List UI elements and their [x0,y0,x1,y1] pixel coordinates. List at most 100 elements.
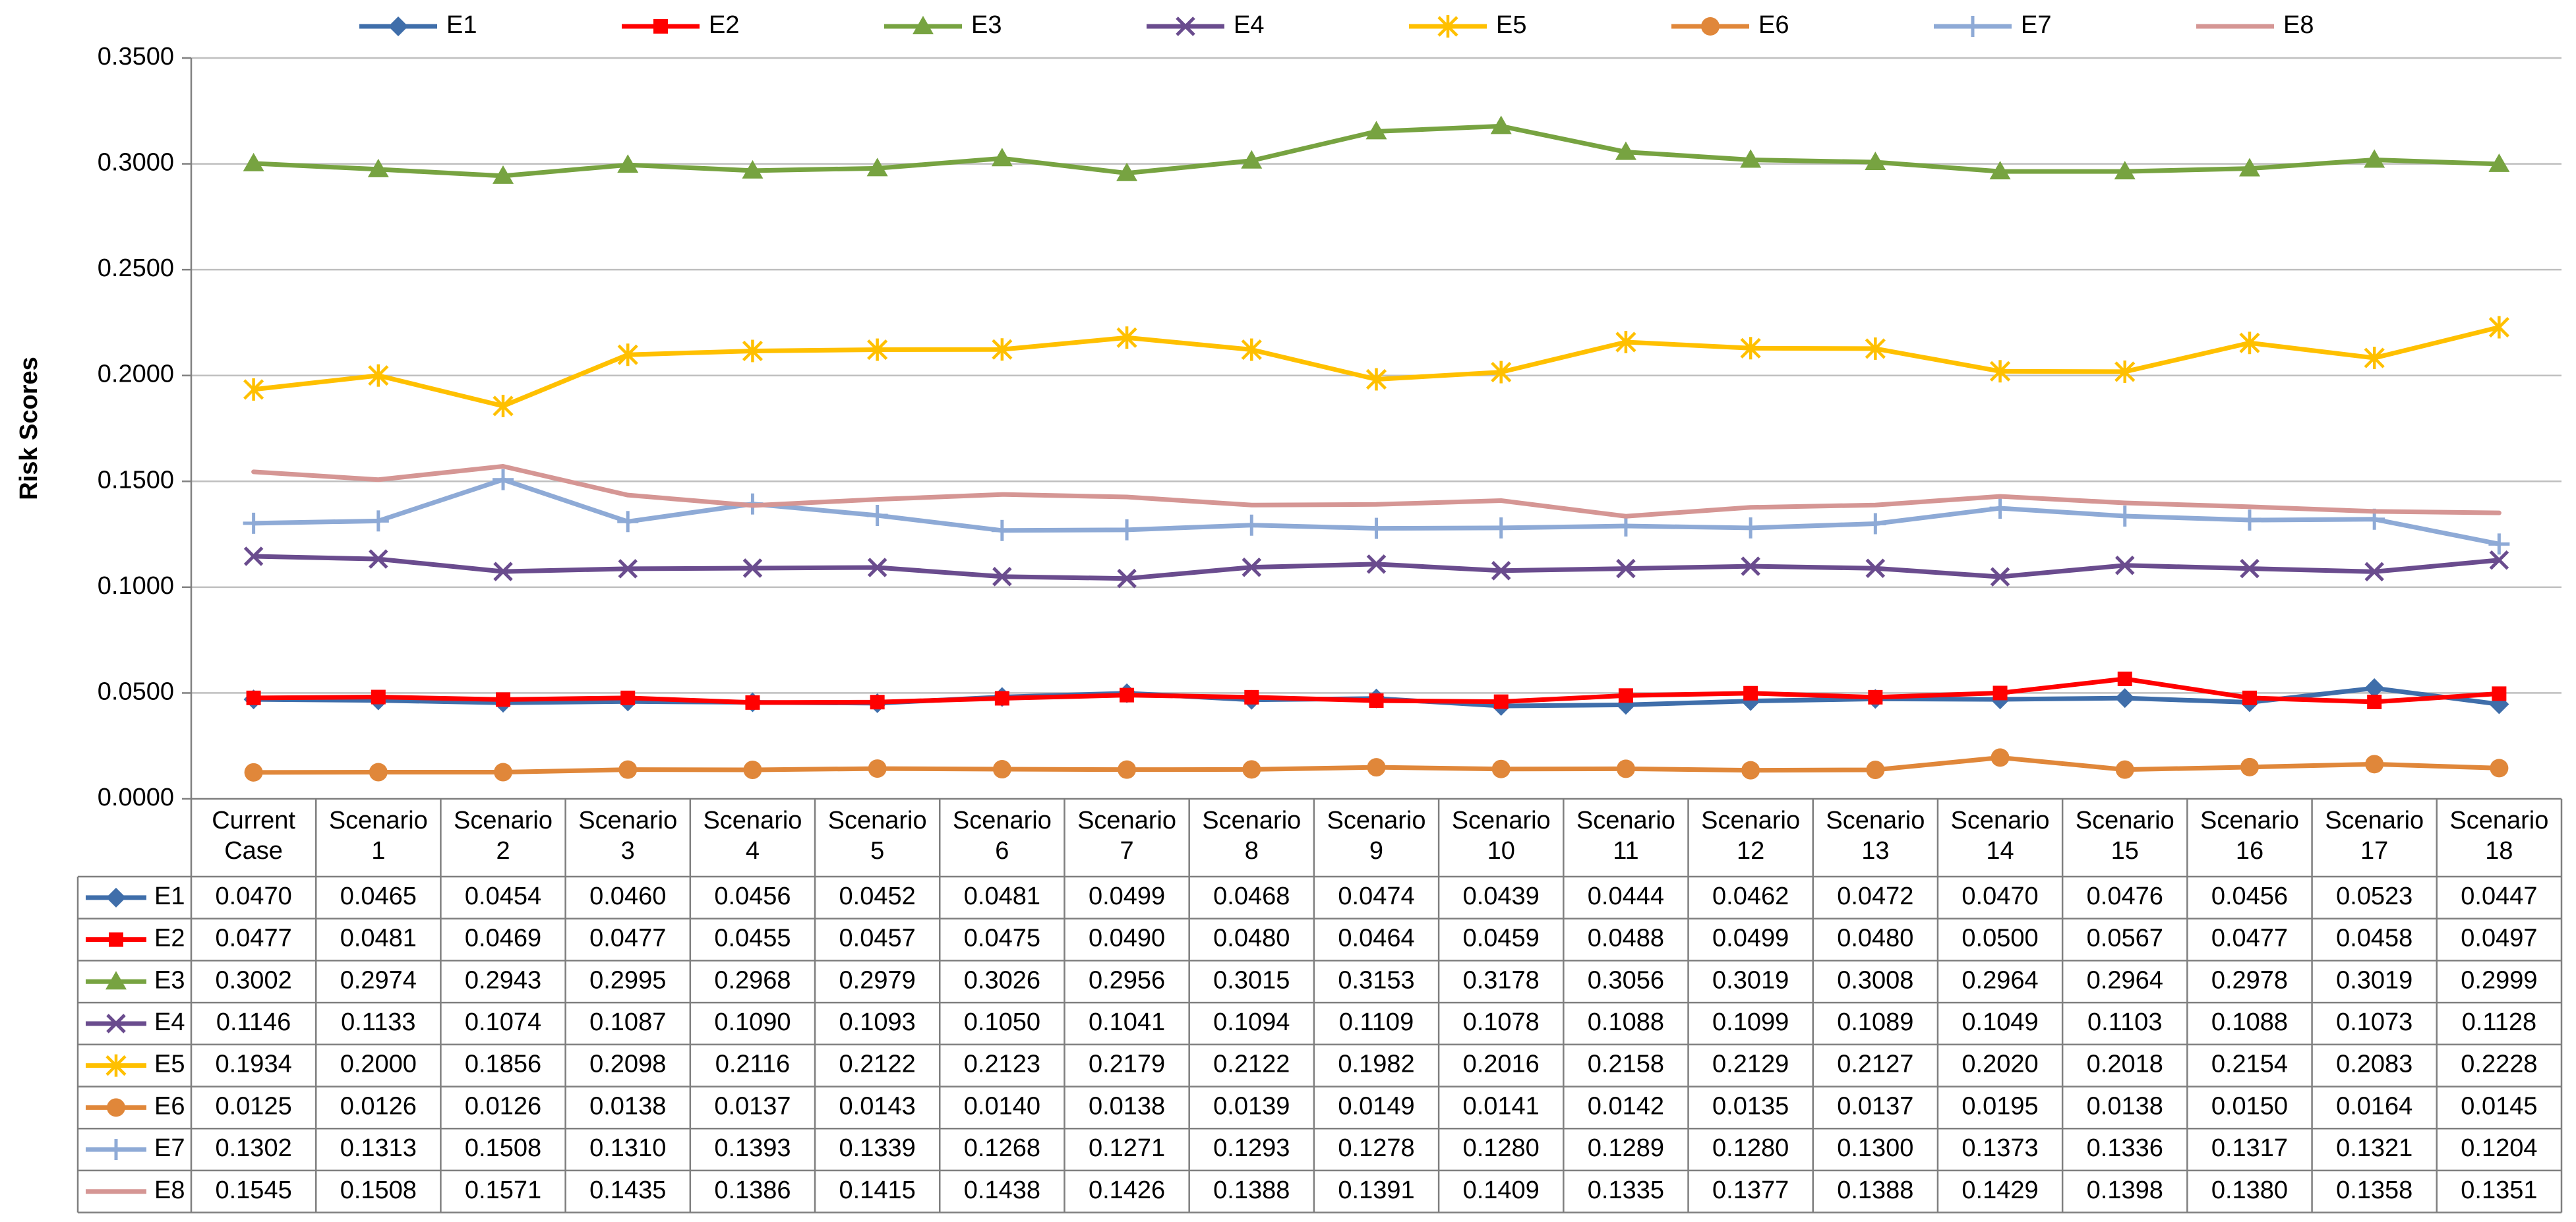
y-tick-label: 0.0000 [98,784,174,811]
data-point-e7 [866,504,888,526]
data-point-e3 [1116,162,1138,181]
table-cell-value: 0.0457 [839,925,916,952]
category-label-line2: Case [224,837,283,865]
data-point-e7 [367,510,389,532]
table-row-e7: E7 0.1302 0.1313 0.1508 0.1310 0.1393 0.1339 0.… [86,1134,2538,1162]
data-point-e2 [1618,688,1633,703]
table-cell-value: 0.1280 [1463,1134,1540,1162]
data-point-e7 [2114,505,2136,527]
table-cell-value: 0.0464 [1338,925,1414,952]
table-cell-value: 0.1335 [1588,1177,1664,1204]
legend: E1 E2 E3 E4 E5 E6 E7 E8 [359,11,2314,39]
table-cell-value: 0.0481 [964,883,1040,910]
table-cell-value: 0.0480 [1213,925,1290,952]
data-point-e2 [2492,686,2507,701]
legend-label: E3 [971,11,1002,39]
table-cell-value: 0.0477 [215,925,291,952]
data-point-e4-stroke-b [992,567,1012,587]
legend-label: E1 [446,11,477,39]
table-cell-value: 0.0444 [1588,883,1664,910]
category-label-line1: Scenario [1576,807,1675,834]
table-cell-value: 0.0140 [964,1092,1040,1120]
data-point-e6 [2115,760,2134,779]
row-label: E5 [154,1051,185,1078]
table-cell-value: 0.2018 [2087,1051,2163,1078]
table-cell-value: 0.0145 [2461,1092,2537,1120]
table-row-e6: E6 0.0125 0.0126 0.0126 0.0138 0.0137 0.0143 0.… [86,1092,2538,1120]
category-label-line1: Current [212,807,295,834]
legend-item-e7: E7 [1934,11,2051,39]
table-cell-value: 0.1373 [1962,1134,2038,1162]
data-point-e2 [246,690,261,705]
data-point-e6 [244,763,263,782]
data-point-e4 [1491,561,1511,581]
data-point-e6 [2365,755,2384,774]
table-cell-value: 0.2122 [1213,1051,1290,1078]
data-point-e7 [1365,517,1387,539]
table-cell-value: 0.0567 [2087,925,2163,952]
data-point-e7 [1740,517,1762,538]
table-cell-value: 0.2943 [465,966,541,994]
data-point-e4 [2489,550,2509,570]
table-cell-value: 0.2978 [2211,966,2288,994]
series-e5 [243,316,2509,417]
y-tick-label: 0.3000 [98,149,174,177]
category-label-line2: 11 [1613,837,1638,865]
data-point-e3 [617,154,639,173]
data-table: Current Case Scenario 1 Scenario 2 Scenario 3 Sc… [76,798,2563,1213]
table-cell-value: 0.0164 [2336,1092,2412,1120]
table-cell-value: 0.1339 [839,1134,916,1162]
data-point-e3 [2364,149,2385,168]
table-cell-value: 0.2123 [964,1051,1040,1078]
data-point-e4-stroke-b [2364,562,2384,582]
data-point-e2 [1244,689,1259,705]
data-point-e2 [1743,685,1758,701]
table-cell-value: 0.1435 [589,1177,666,1204]
table-cell-value: 0.0475 [964,925,1040,952]
row-key-marker [105,1139,127,1161]
table-cell-value: 0.1358 [2336,1177,2412,1204]
table-cell-value: 0.1103 [2087,1008,2162,1036]
data-point-e6 [1991,748,2010,767]
legend-swatch-marker [1701,17,1720,36]
table-cell-value: 0.1398 [2087,1177,2163,1204]
category-label-line1: Scenario [2076,807,2174,834]
table-cell-value: 0.3015 [1213,966,1290,994]
data-point-e4-stroke-b [618,559,638,579]
data-point-e5 [1865,337,1886,360]
table-cell-value: 0.0460 [589,883,666,910]
table-cell-value: 0.0141 [1463,1092,1540,1120]
category-label-line2: 15 [2111,837,2139,865]
series-line-e8 [251,463,2501,519]
table-cell-value: 0.1090 [714,1008,791,1036]
row-key-marker [106,1014,126,1033]
table-cell-value: 0.0459 [1463,925,1540,952]
table-cell-value: 0.2083 [2336,1051,2412,1078]
table-cell-value: 0.0497 [2461,925,2537,952]
category-label-line1: Scenario [454,807,553,834]
data-point-e5 [992,338,1013,361]
y-tick-label: 0.0500 [98,678,174,705]
category-label-line1: Scenario [953,807,1052,834]
data-point-e6 [618,760,638,779]
category-label-line2: 6 [995,837,1009,865]
row-key-marker [106,887,126,908]
data-point-e7 [1865,513,1886,535]
table-cell-value: 0.0142 [1588,1092,1664,1120]
legend-label: E2 [709,11,739,39]
data-point-e6 [2490,759,2509,778]
data-point-e4 [1865,558,1886,579]
category-label-line2: 13 [1861,837,1889,865]
category-label-line1: Scenario [1452,807,1551,834]
row-label: E4 [154,1008,185,1036]
row-key-marker-stroke-b [106,1014,126,1033]
legend-item-e4: E4 [1147,11,1264,39]
data-point-e7 [617,511,639,533]
table-cell-value: 0.1317 [2211,1134,2288,1162]
data-point-e7 [991,519,1013,541]
category-label-line1: Scenario [1701,807,1800,834]
category-label-line2: 14 [1986,837,2014,865]
table-cell-value: 0.1093 [839,1008,916,1036]
table-cell-value: 0.0476 [2087,883,2163,910]
category-label-line1: Scenario [1951,807,2050,834]
